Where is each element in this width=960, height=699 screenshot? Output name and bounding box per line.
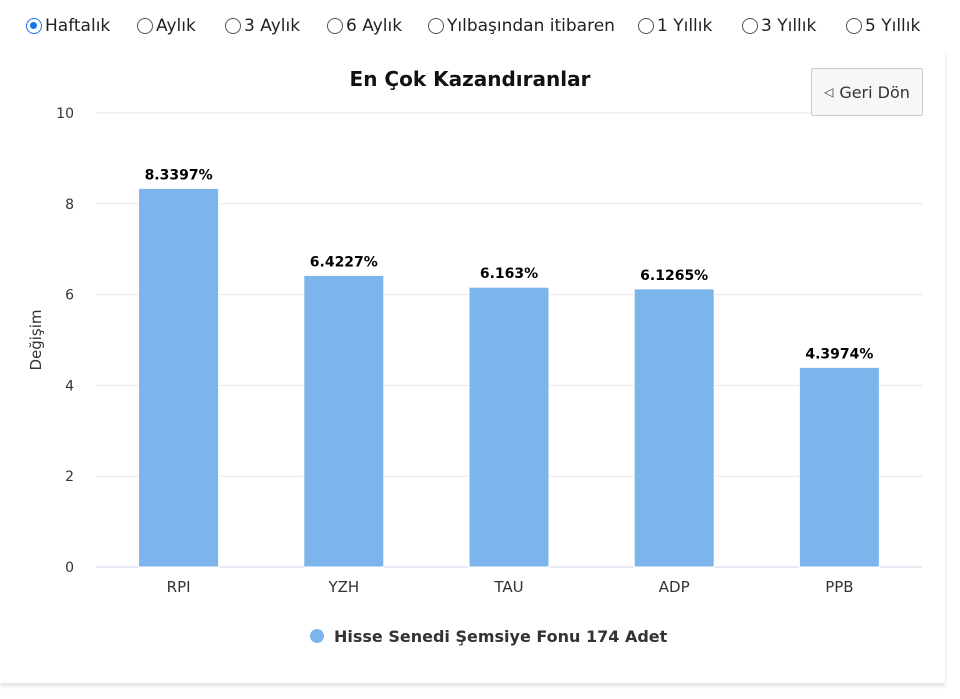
radio-button-icon[interactable] — [225, 18, 241, 34]
bar-tau[interactable] — [468, 286, 550, 568]
x-tick-label: PPB — [825, 578, 853, 596]
data-labels: 8.3397% 6.4227% 6.163% 6.1265% 4.3974% — [143, 166, 875, 364]
bar-yzh[interactable] — [303, 274, 385, 568]
y-axis-label: Değişim — [27, 309, 45, 370]
period-label: Yılbaşından itibaren — [447, 16, 615, 36]
back-triangle-icon: ◁ — [824, 85, 834, 99]
bar-adp[interactable] — [633, 288, 715, 568]
y-axis: 0 2 4 6 8 10 — [56, 106, 74, 576]
chart-title: En Çok Kazandıranlar — [350, 67, 591, 91]
period-option-3-yillik[interactable]: 3 Yıllık — [742, 16, 816, 36]
y-tick-label: 2 — [65, 469, 74, 485]
data-label: 4.3974% — [805, 346, 873, 362]
radio-button-icon[interactable] — [638, 18, 654, 34]
period-option-6-aylik[interactable]: 6 Aylık — [327, 16, 402, 36]
period-label: Aylık — [156, 16, 196, 36]
period-option-yilbasindan[interactable]: Yılbaşından itibaren — [428, 16, 615, 36]
period-label: 3 Aylık — [244, 16, 301, 36]
y-tick-label: 8 — [65, 197, 74, 213]
legend-label: Hisse Senedi Şemsiye Fonu 174 Adet — [334, 627, 668, 646]
period-label: 1 Yıllık — [657, 16, 713, 36]
period-label: 6 Aylık — [346, 16, 403, 36]
data-label: 6.1265% — [640, 268, 708, 284]
back-button[interactable]: ◁ Geri Dön — [811, 68, 923, 116]
period-option-3-aylik[interactable]: 3 Aylık — [225, 16, 300, 36]
data-label: 6.163% — [480, 266, 538, 282]
bar-chart: En Çok Kazandıranlar 0 2 4 6 8 10 Değişim 8.3… — [27, 67, 922, 646]
period-selector: Haftalık Aylık 3 Aylık 6 Aylık Yılbaşınd… — [0, 14, 960, 44]
period-label: 3 Yıllık — [761, 16, 817, 36]
legend[interactable]: Hisse Senedi Şemsiye Fonu 174 Adet — [310, 627, 668, 646]
radio-button-icon[interactable] — [137, 18, 153, 34]
bar-rpi[interactable] — [138, 187, 220, 568]
x-axis: RPI YZH TAU ADP PPB — [167, 578, 854, 596]
legend-marker-icon — [310, 629, 324, 643]
radio-button-icon[interactable] — [846, 18, 862, 34]
period-option-aylik[interactable]: Aylık — [137, 16, 196, 36]
period-label: Haftalık — [45, 16, 111, 36]
y-tick-label: 10 — [56, 106, 74, 122]
data-label: 8.3397% — [145, 167, 213, 183]
bar-ppb[interactable] — [798, 366, 880, 568]
chart-container: En Çok Kazandıranlar 0 2 4 6 8 10 Değişim 8.3… — [0, 50, 945, 683]
x-tick-label: TAU — [493, 578, 523, 596]
bars — [138, 187, 880, 568]
period-option-haftalik[interactable]: Haftalık — [26, 16, 110, 36]
radio-button-icon[interactable] — [26, 18, 42, 34]
y-tick-label: 0 — [65, 560, 74, 576]
x-tick-label: RPI — [167, 578, 191, 596]
radio-button-icon[interactable] — [742, 18, 758, 34]
y-tick-label: 6 — [65, 288, 74, 304]
period-option-1-yillik[interactable]: 1 Yıllık — [638, 16, 712, 36]
data-label: 6.4227% — [310, 254, 378, 270]
period-option-5-yillik[interactable]: 5 Yıllık — [846, 16, 920, 36]
y-tick-label: 4 — [65, 378, 74, 394]
back-button-label: Geri Dön — [839, 82, 910, 102]
period-label: 5 Yıllık — [865, 16, 921, 36]
radio-button-icon[interactable] — [428, 18, 444, 34]
x-tick-label: ADP — [659, 578, 690, 596]
x-tick-label: YZH — [327, 578, 359, 596]
radio-button-icon[interactable] — [327, 18, 343, 34]
